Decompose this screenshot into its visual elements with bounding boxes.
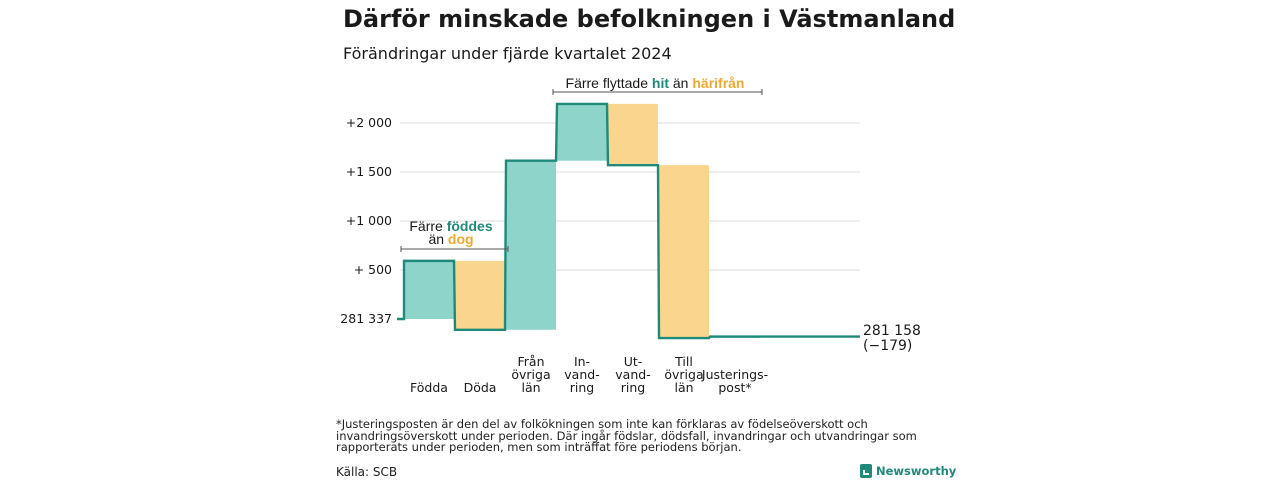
category-label-line: vand-: [615, 367, 650, 382]
category-label-line: Döda: [464, 380, 497, 395]
annotation-part: dog: [448, 231, 474, 247]
category-label-line: övriga: [511, 367, 550, 382]
annotation-part: hit: [652, 75, 669, 91]
annotation-births-deaths: Färre föddes: [409, 218, 492, 234]
y-tick-label: +2 000: [346, 115, 392, 130]
category-label-line: Födda: [410, 380, 448, 395]
newsworthy-logo-icon: [860, 464, 872, 478]
waterfall-bar: [455, 260, 505, 330]
chart-subtitle: Förändringar under fjärde kvartalet 2024: [343, 44, 672, 63]
annotation-part: än: [669, 75, 692, 91]
category-label-line: Justerings-: [701, 367, 768, 382]
category-label: Till övriga län: [664, 354, 703, 395]
annotation-part: än: [428, 231, 447, 247]
category-label-line: Från: [517, 354, 544, 369]
category-label-line: län: [521, 380, 540, 395]
category-label-line: In-: [574, 354, 590, 369]
waterfall-bar: [404, 260, 454, 319]
category-label-line: ring: [621, 380, 645, 395]
annotation-part: Färre flyttade: [566, 75, 652, 91]
footnote: *Justeringsposten är den del av folkökni…: [336, 417, 917, 454]
category-label-line: övriga: [664, 367, 703, 382]
annotation-births-deaths-line2: än dog: [428, 231, 473, 247]
annotation-part: härifrån: [692, 75, 744, 91]
category-label: Födda: [410, 380, 448, 395]
annotation-migration: Färre flyttade hit än härifrån: [566, 75, 745, 91]
source-note: Källa: SCB: [336, 465, 398, 479]
annotation-part: föddes: [447, 218, 493, 234]
y-tick-label: 281 337: [340, 311, 392, 326]
y-tick-label: +1 500: [346, 164, 392, 179]
category-label: Från övriga län: [511, 354, 550, 395]
chart-title: Därför minskade befolkningen i Västmanla…: [343, 5, 956, 33]
category-label-line: vand-: [564, 367, 599, 382]
cumulative-step-line: [397, 102, 860, 340]
waterfall-bar: [557, 103, 607, 161]
category-label: Ut-vand-ring: [615, 354, 650, 395]
category-label: Justerings-post*: [701, 367, 768, 395]
end-change-label: (−179): [863, 338, 912, 354]
waterfall-bar: [659, 165, 709, 339]
category-label-line: län: [674, 380, 693, 395]
annotation-bracket-migration: [552, 89, 763, 95]
annotation-bracket-births-deaths: [400, 246, 509, 252]
category-label: Döda: [464, 380, 497, 395]
y-tick-label: +1 000: [346, 213, 392, 228]
brand-name: Newsworthy: [876, 464, 957, 478]
category-label-line: Till: [674, 354, 693, 369]
category-label-line: Ut-: [624, 354, 643, 369]
y-tick-label: + 500: [354, 262, 392, 277]
annotation-part: Färre: [409, 218, 446, 234]
brand-logo: Newsworthy: [860, 464, 956, 478]
waterfall-bar: [608, 103, 658, 166]
end-value-label: 281 158: [863, 323, 921, 339]
category-label-line: post*: [718, 380, 751, 395]
category-label: In-vand-ring: [564, 354, 599, 395]
waterfall-bar: [506, 160, 556, 330]
category-label-line: ring: [570, 380, 594, 395]
